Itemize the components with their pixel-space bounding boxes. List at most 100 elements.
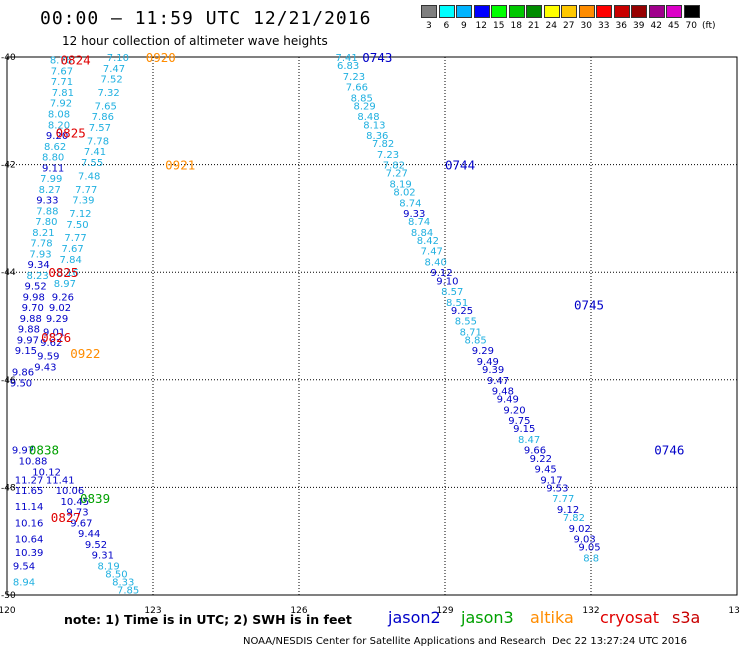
wave-height-value: 9.50 [10, 378, 32, 389]
wave-height-value: 9.75 [508, 416, 530, 427]
legend-swatch [543, 5, 560, 18]
pass-time-label: 0824 [61, 53, 91, 68]
legend-label: 42 [650, 21, 662, 31]
wave-height-value: 9.52 [85, 540, 107, 551]
wave-height-value: 8.19 [390, 179, 412, 190]
wave-height-value: 7.81 [52, 88, 74, 99]
wave-height-value: 10.06 [56, 486, 85, 497]
wave-height-value: 9.62 [40, 338, 62, 349]
wave-height-value: 9.45 [535, 465, 557, 476]
wave-height-value: 9.03 [573, 535, 595, 546]
wave-height-value: 7.55 [81, 158, 103, 169]
lon-tick-label: 135 [728, 606, 740, 616]
wave-height-value: 8.02 [393, 188, 415, 199]
wave-height-value: 8.23 [26, 271, 48, 282]
wave-height-value: 9.15 [15, 346, 37, 357]
wave-height-value: 9.54 [13, 561, 35, 572]
legend-label: 18 [510, 21, 522, 31]
wave-height-value: 9.20 [46, 131, 68, 142]
legend-swatch [473, 5, 490, 18]
pass-time-label: 0825 [56, 125, 86, 140]
page-title: 00:00 — 11:59 UTC 12/21/2016 [40, 8, 372, 29]
wave-height-value: 9.29 [46, 314, 68, 325]
legend-label: 3 [426, 21, 432, 31]
wave-height-value: 8.29 [354, 101, 376, 112]
wave-height-value: 7.82 [372, 139, 394, 150]
legend-swatch [438, 5, 455, 18]
satellite-cryosat: cryosat [600, 608, 660, 627]
wave-height-value: 8.48 [357, 112, 379, 123]
legend-swatch [683, 5, 700, 18]
pass-time-label: 0746 [654, 443, 684, 458]
wave-height-value: 8.40 [425, 257, 447, 268]
wave-height-value: 7.85 [117, 586, 139, 597]
wave-height-value: 9.33 [403, 209, 425, 220]
wave-height-value: 7.77 [75, 185, 97, 196]
lat-tick-label: -44 [1, 268, 16, 278]
wave-height-value: 7.86 [92, 112, 114, 123]
footer-note: note: 1) Time is in UTC; 2) SWH is in fe… [64, 612, 352, 627]
wave-height-value: 9.53 [546, 483, 568, 494]
wave-height-value: 9.52 [25, 282, 47, 293]
wave-height-value: 7.93 [29, 249, 51, 260]
legend-swatch [613, 5, 630, 18]
legend-label: 12 [475, 21, 487, 31]
wave-height-value: 10.16 [15, 518, 44, 529]
wave-height-value: 9.44 [78, 529, 100, 540]
legend-label: 15 [493, 21, 505, 31]
wave-height-value: 7.92 [50, 99, 72, 110]
wave-height-value: 8.27 [39, 185, 61, 196]
wave-height-value: 11.65 [15, 486, 44, 497]
wave-height-value: 9.70 [22, 303, 44, 314]
wave-height-value: 7.82 [563, 513, 585, 524]
wave-height-value: 9.67 [70, 518, 92, 529]
wave-height-value: 9.12 [557, 505, 579, 516]
legend-swatch [648, 5, 665, 18]
wave-height-value: 9.25 [451, 306, 473, 317]
wave-height-value: 9.97 [12, 446, 34, 457]
wave-height-value: 8.21 [32, 228, 54, 239]
wave-height-value: 9.29 [472, 346, 494, 357]
wave-height-value: 8.85 [464, 335, 486, 346]
wave-height-value: 9.26 [52, 292, 74, 303]
wave-height-value: 7.57 [89, 123, 111, 134]
wave-height-value: 10.45 [61, 497, 90, 508]
wave-height-value: 9.66 [524, 446, 546, 457]
wave-height-value: 8.08 [48, 109, 70, 120]
wave-height-value: 9.88 [18, 325, 40, 336]
wave-height-value: 7.52 [100, 75, 122, 86]
wave-height-value: 8.62 [44, 142, 66, 153]
wave-height-value: 9.49 [497, 395, 519, 406]
wave-height-value: 9.11 [42, 163, 64, 174]
lat-tick-label: -48 [1, 483, 16, 493]
wave-height-value: 7.39 [72, 196, 94, 207]
legend-swatch [421, 5, 437, 18]
pass-time-label: 0922 [70, 346, 100, 361]
satellite-altika: altika [530, 608, 574, 627]
wave-height-value: 11.14 [15, 502, 44, 513]
wave-height-value: 9.47 [487, 376, 509, 387]
wave-height-value: 7.80 [35, 217, 57, 228]
pass-time-label: 0839 [80, 491, 110, 506]
wave-height-value: 7.10 [107, 53, 129, 64]
legend-unit: (ft) [702, 21, 716, 31]
lat-tick-label: -42 [1, 161, 16, 171]
wave-height-value: 9.43 [34, 362, 56, 373]
wave-height-value: 8.16 [57, 268, 79, 279]
wave-height-value: 7.27 [386, 169, 408, 180]
legend-swatch [526, 5, 542, 18]
wave-height-value: 9.05 [578, 543, 600, 554]
wave-height-value: 9.59 [37, 352, 59, 363]
wave-height-value: 7.84 [60, 255, 82, 266]
wave-height-value: 8.20 [48, 120, 70, 131]
wave-height-value: 9.22 [530, 454, 552, 465]
pass-time-label: 0826 [41, 330, 71, 345]
pass-time-label: 0744 [445, 158, 475, 173]
wave-height-value: 9.20 [503, 405, 525, 416]
legend-label: 27 [563, 21, 575, 31]
pass-time-label: 0827 [51, 510, 81, 525]
wave-height-value: 8.55 [455, 317, 477, 328]
legend-swatch [508, 5, 525, 18]
wave-height-value: 9.02 [569, 524, 591, 535]
pass-time-label: 0920 [146, 50, 176, 65]
